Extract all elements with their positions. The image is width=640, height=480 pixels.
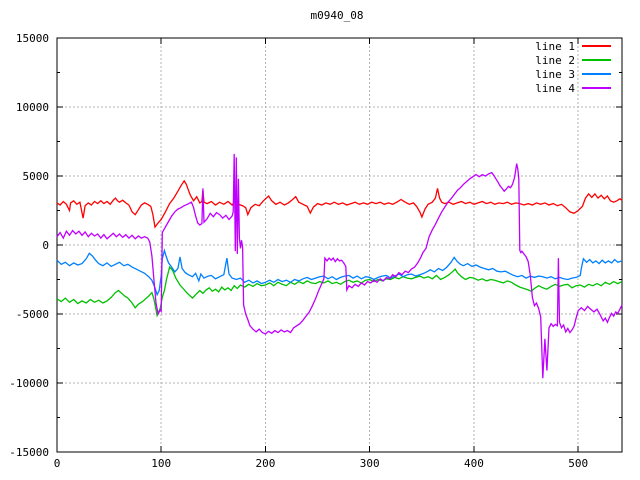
tick-label: 10000 <box>16 101 49 114</box>
tick-label: 400 <box>464 457 484 470</box>
tick-label: -15000 <box>9 446 49 459</box>
legend-line-sample <box>582 59 611 61</box>
legend-label: line 3 <box>535 67 575 81</box>
tick-label: 15000 <box>16 32 49 45</box>
tick-label: 500 <box>568 457 588 470</box>
tick-label: 5000 <box>23 170 50 183</box>
legend-line-sample <box>582 73 611 75</box>
series-line-2 <box>56 265 623 318</box>
legend-label: line 1 <box>535 39 575 53</box>
chart-title: m0940_08 <box>310 9 364 22</box>
chart-legend: line 1 line 2 line 3 line 4 <box>535 39 611 95</box>
tick-label: 0 <box>42 239 49 252</box>
legend-entry-line-1: line 1 <box>535 39 611 53</box>
legend-line-sample <box>582 45 611 47</box>
tick-label: 300 <box>360 457 380 470</box>
tick-label: 100 <box>151 457 171 470</box>
legend-line-sample <box>582 87 611 89</box>
series-line-3 <box>56 248 623 297</box>
legend-label: line 4 <box>535 81 575 95</box>
tick-label: 200 <box>256 457 276 470</box>
tick-label: 0 <box>54 457 61 470</box>
tick-label: -10000 <box>9 377 49 390</box>
legend-entry-line-4: line 4 <box>535 81 611 95</box>
plot-border <box>56 37 623 453</box>
legend-entry-line-2: line 2 <box>535 53 611 67</box>
series-line-4 <box>56 153 623 379</box>
legend-label: line 2 <box>535 53 575 67</box>
series-line-1 <box>56 179 623 229</box>
legend-entry-line-3: line 3 <box>535 67 611 81</box>
tick-label: -5000 <box>16 308 49 321</box>
